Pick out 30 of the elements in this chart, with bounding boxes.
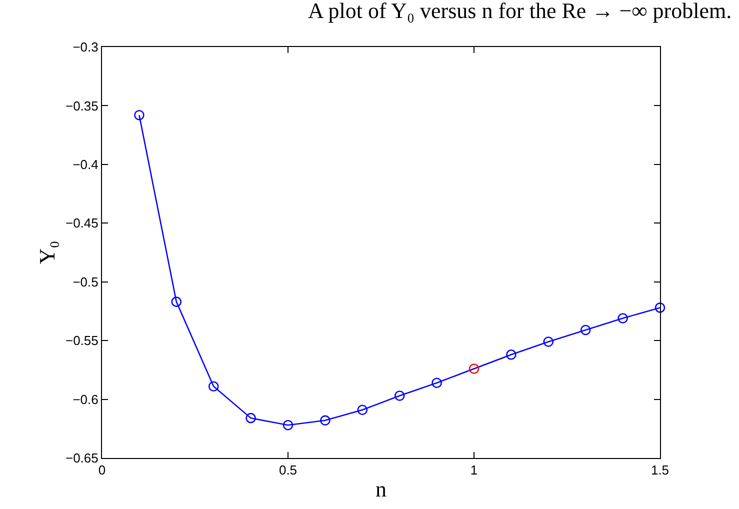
y-tick-label: −0.5	[72, 274, 98, 290]
point	[654, 302, 666, 313]
point	[432, 378, 442, 388]
y-tick-label: −0.65	[65, 450, 98, 466]
x-tick-label: 1	[470, 462, 478, 478]
point	[208, 381, 219, 392]
y-axis-title: Y₀	[34, 240, 60, 264]
point	[580, 324, 591, 336]
point	[246, 412, 256, 424]
y-tick-label: −0.3	[72, 40, 98, 55]
point	[394, 390, 405, 401]
point	[171, 296, 182, 307]
y-tick-label: −0.45	[65, 216, 98, 231]
point	[134, 110, 144, 120]
y-tick-label: −0.55	[65, 333, 98, 348]
point	[543, 336, 554, 347]
point	[320, 415, 330, 426]
point	[357, 404, 368, 415]
x-axis-title: n	[376, 476, 386, 502]
y-tick-label: −0.6	[72, 392, 98, 407]
x-tick-label: 1.5	[650, 462, 670, 478]
chart-title: A plot of Y₀ versus n for the Re → −∞ problem.	[308, 0, 732, 23]
point	[468, 364, 480, 374]
y-tick-label: −0.35	[65, 98, 98, 114]
y-tick-label: −0.4	[72, 156, 98, 172]
x-tick-label: 0.5	[278, 462, 298, 478]
point	[506, 350, 516, 360]
point	[618, 313, 628, 324]
point	[282, 420, 294, 430]
x-tick-label: 0	[98, 462, 106, 478]
